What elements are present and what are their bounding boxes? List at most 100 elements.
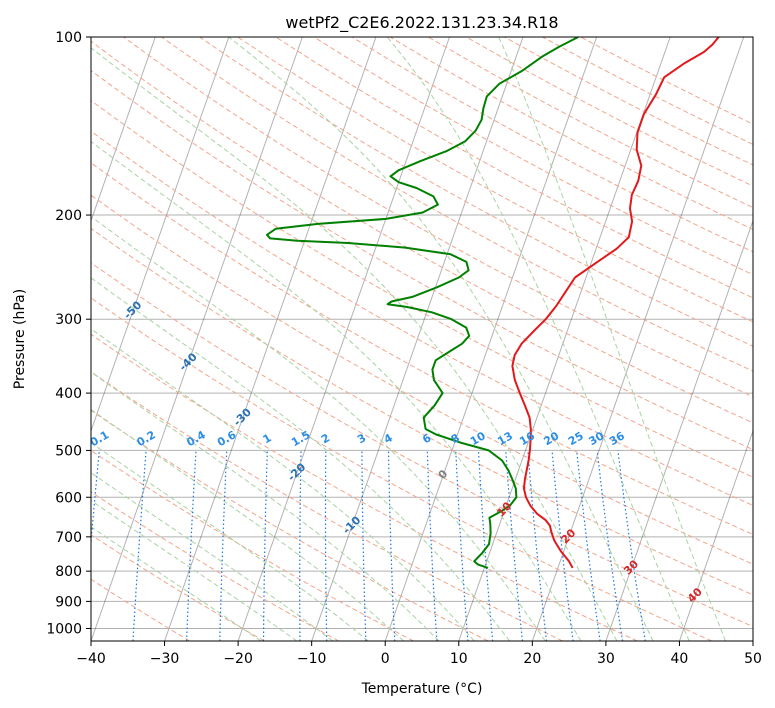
- x-tick-label: −20: [223, 651, 253, 667]
- y-tick-label: 800: [55, 564, 82, 580]
- mixing-ratio-label: 1: [261, 431, 274, 446]
- mixing-ratio-label: 3: [355, 431, 368, 446]
- mixing-ratio-line: [426, 450, 438, 641]
- dry-adiabat-line: [91, 40, 753, 424]
- y-tick-label: 1000: [46, 621, 82, 637]
- mixing-ratio-line: [455, 450, 469, 641]
- x-tick-label: 40: [671, 651, 689, 667]
- dry-adiabat-line: [91, 69, 753, 451]
- profile-line-1: [511, 37, 720, 569]
- mixing-ratio-line: [596, 450, 624, 641]
- mixing-ratio-line: [299, 450, 302, 641]
- mixing-ratio-line: [551, 450, 574, 641]
- dry-adiabat-label: -40: [177, 350, 200, 373]
- moist-adiabat-line: [228, 37, 654, 641]
- moist-adiabat-label: 40: [685, 585, 705, 605]
- mixing-ratio-label: 8: [449, 431, 462, 446]
- dry-adiabat-line: [91, 449, 414, 641]
- dry-adiabat-line: [91, 262, 753, 628]
- moist-adiabat-line: [91, 472, 334, 641]
- x-tick-label: −30: [150, 651, 180, 667]
- dry-adiabat-line: [542, 37, 753, 145]
- y-tick-label: 900: [55, 594, 82, 610]
- isotherm-line: [91, 37, 156, 223]
- y-tick-label: 700: [55, 530, 82, 546]
- mixing-ratio-label: 0.4: [184, 428, 208, 449]
- isotherm-line: [678, 429, 753, 641]
- mixing-ratio-label: 2: [319, 431, 332, 446]
- dry-adiabat-line: [91, 297, 713, 641]
- mixing-ratio-line: [324, 450, 328, 641]
- dry-adiabat-line: [91, 333, 638, 641]
- dry-adiabat-line: [91, 371, 563, 641]
- isotherm-line: [458, 37, 671, 641]
- dry-adiabat-line: [161, 37, 753, 372]
- x-tick-label: 50: [744, 651, 762, 667]
- mixing-ratio-line: [505, 450, 524, 641]
- isotherm-line: [164, 37, 377, 641]
- y-tick-label: 200: [55, 208, 82, 224]
- chart-title: wetPf2_C2E6.2022.131.23.34.R18: [285, 13, 558, 33]
- x-tick-label: 10: [450, 651, 468, 667]
- dry-adiabat-line: [91, 578, 190, 641]
- mixing-ratio-line: [576, 450, 601, 641]
- y-tick-label: 600: [55, 490, 82, 506]
- grid-layer: [0, 37, 753, 641]
- mixing-ratio-line: [262, 450, 268, 641]
- mixing-ratio-line: [477, 450, 494, 641]
- moist-adiabat-line: [91, 215, 546, 641]
- x-tick-label: 20: [523, 651, 541, 667]
- dry-adiabat-line: [427, 37, 753, 209]
- y-tick-label: 500: [55, 443, 82, 459]
- mixing-ratio-line: [617, 450, 646, 641]
- x-tick-label: −40: [76, 651, 106, 667]
- moist-adiabat-line: [91, 371, 440, 641]
- profile-layer: [266, 37, 720, 569]
- dry-adiabat-label: -10: [340, 513, 363, 536]
- mixing-ratio-label: 4: [382, 431, 395, 446]
- isotherm-line: [311, 37, 524, 641]
- moist-adiabat-line: [91, 499, 298, 641]
- y-tick-label: 400: [55, 386, 82, 402]
- mixing-ratio-label: 25: [566, 429, 586, 448]
- dry-adiabat-line: [91, 162, 753, 535]
- dry-adiabat-line: [237, 37, 753, 323]
- axis-ticks-layer: −40 −30 −20 −10 0 10 20 30 40 5010020030040050060…: [46, 30, 762, 667]
- moist-adiabat-line: [91, 328, 475, 641]
- plot-frame: [90, 36, 754, 642]
- dry-adiabat-line: [91, 227, 753, 596]
- x-tick-label: 0: [381, 651, 390, 667]
- mixing-ratio-line: [387, 450, 396, 641]
- mixing-ratio-label: 13: [495, 429, 515, 448]
- moist-adiabat-line: [386, 37, 690, 641]
- dry-adiabat-line: [91, 194, 753, 565]
- mixing-ratio-line: [361, 450, 367, 641]
- dry-adiabat-line: [466, 37, 753, 187]
- isoline-layer: [91, 37, 753, 641]
- moist-adiabat-label: 0: [436, 467, 451, 482]
- x-tick-label: 30: [597, 651, 615, 667]
- mixing-ratio-label: 30: [586, 429, 606, 448]
- mixing-ratio-line: [527, 450, 548, 641]
- isotherm-line: [752, 639, 753, 641]
- moist-adiabat-line: [91, 442, 369, 641]
- mixing-ratio-label: 0.2: [135, 428, 158, 449]
- x-tick-label: −10: [297, 651, 327, 667]
- dry-adiabat-line: [389, 37, 753, 231]
- isoline-labels-layer: -100-90-80-70-60-50-40-30-20-10010203040…: [11, 192, 705, 605]
- y-tick-label: 100: [55, 30, 82, 46]
- dry-adiabat-label: -70: [11, 192, 34, 215]
- dry-adiabat-label: -60: [67, 244, 90, 267]
- isotherm-line: [91, 37, 230, 433]
- isotherm-line: [91, 37, 303, 641]
- moist-adiabat-line: [498, 37, 727, 641]
- dry-adiabat-label: -20: [285, 460, 308, 483]
- dry-adiabat-line: [91, 409, 489, 641]
- moist-adiabat-line: [91, 140, 582, 641]
- moist-adiabat-label: 20: [558, 526, 578, 546]
- isotherm-line: [0, 37, 8, 641]
- isotherm-line: [237, 37, 450, 641]
- mixing-ratio-label: 16: [517, 429, 537, 448]
- moist-adiabat-line: [91, 277, 511, 641]
